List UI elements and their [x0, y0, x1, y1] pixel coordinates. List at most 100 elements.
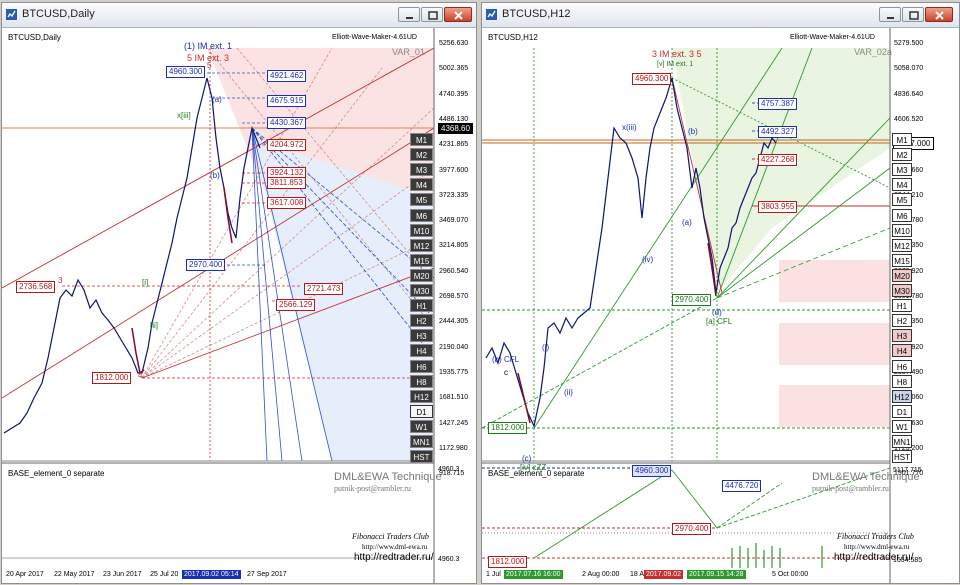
- level-box[interactable]: 3803.955: [758, 201, 798, 213]
- wave-header-red: 5 IM ext. 3: [187, 53, 230, 63]
- sub-axis-tick: 4960.3: [438, 466, 460, 473]
- fib-fan-zone-blue: [252, 138, 434, 461]
- timeframe-button-m15[interactable]: M15: [892, 253, 912, 267]
- timeframe-button-h3[interactable]: H3: [410, 329, 433, 343]
- watermark-club: Fibonacci Traders Club: [352, 532, 429, 541]
- wave-header-blue: (1) IM ext. 1: [184, 41, 233, 51]
- timeframe-button-w1[interactable]: W1: [410, 419, 433, 433]
- level-box[interactable]: 4227.268: [758, 154, 798, 166]
- timeframe-button-h12[interactable]: H12: [410, 389, 433, 403]
- subwindow-label: BASE_element_0 separate: [488, 469, 585, 478]
- subwindow-label: BASE_element_0 separate: [8, 469, 105, 478]
- timeframe-button-m20[interactable]: M20: [410, 268, 433, 282]
- timeframe-button-w1[interactable]: W1: [892, 419, 912, 433]
- timeframe-button-h6[interactable]: H6: [892, 359, 912, 373]
- price-axis-tick: 3977.600: [439, 166, 469, 174]
- level-box[interactable]: 4430.367: [267, 117, 307, 129]
- maximize-button[interactable]: [421, 7, 443, 22]
- close-icon: [935, 11, 944, 20]
- timeframe-button-m15[interactable]: M15: [410, 253, 433, 267]
- level-box[interactable]: 2721.473: [304, 283, 344, 295]
- level-box[interactable]: 1812.000: [92, 372, 132, 384]
- timeframe-button-h1[interactable]: H1: [892, 299, 912, 313]
- timeframe-button-h4[interactable]: H4: [410, 344, 433, 358]
- level-box[interactable]: 1812.000: [488, 422, 528, 434]
- level-box[interactable]: 4675.915: [267, 95, 307, 107]
- timeframe-button-h1[interactable]: H1: [410, 299, 433, 313]
- level-box[interactable]: 4757.387: [758, 98, 798, 110]
- wave-label-3: 3: [58, 276, 63, 285]
- window-titlebar[interactable]: BTCUSD,H12: [482, 3, 959, 28]
- timeframe-button-m10[interactable]: M10: [892, 223, 912, 237]
- maximize-icon: [428, 11, 438, 20]
- timeframe-button-m30[interactable]: M30: [892, 284, 912, 297]
- window-titlebar[interactable]: BTCUSD,Daily: [2, 3, 476, 28]
- timeframe-button-m5[interactable]: M5: [892, 193, 912, 207]
- timeframe-button-m5[interactable]: M5: [410, 193, 433, 207]
- price-axis-tick: 2960.540: [439, 267, 469, 275]
- minimize-button[interactable]: [398, 7, 420, 22]
- timeframe-button-h4[interactable]: H4: [892, 344, 912, 358]
- daily-price-chart[interactable]: [2, 28, 476, 583]
- timeframe-button-m30[interactable]: M30: [410, 284, 433, 297]
- timeframe-button-h8[interactable]: H8: [892, 374, 912, 388]
- timeframe-button-m3[interactable]: M3: [892, 163, 912, 177]
- timeframe-button-m1[interactable]: M1: [892, 133, 912, 146]
- timeframe-button-m4[interactable]: M4: [410, 178, 433, 192]
- maximize-button[interactable]: [902, 7, 924, 22]
- sub-level-box[interactable]: 4960.300: [632, 465, 672, 477]
- timeframe-button-m10[interactable]: M10: [410, 223, 433, 237]
- chart-window-h12[interactable]: BTCUSD,H12: [481, 2, 960, 584]
- sub-axis-tick: 5117.715: [893, 467, 922, 474]
- timeframe-button-d1[interactable]: D1: [892, 404, 912, 418]
- timeframe-button-d1[interactable]: D1: [410, 404, 433, 418]
- timeframe-button-h2[interactable]: H2: [892, 314, 912, 328]
- timeframe-button-m2[interactable]: M2: [892, 148, 912, 162]
- level-box[interactable]: 4960.300: [632, 73, 672, 85]
- timeframe-button-m6[interactable]: M6: [410, 208, 433, 222]
- level-box[interactable]: 4921.462: [267, 70, 307, 82]
- level-box[interactable]: 4960.300: [166, 66, 206, 78]
- close-button[interactable]: [444, 7, 472, 22]
- level-box[interactable]: 2970.400: [186, 259, 226, 271]
- h12-price-chart[interactable]: [482, 28, 959, 583]
- price-axis-tick: 2698.570: [439, 293, 469, 300]
- timeframe-button-m12[interactable]: M12: [410, 238, 433, 252]
- price-axis-tick: 3214.805: [439, 242, 469, 250]
- timeframe-button-hst[interactable]: HST: [410, 450, 433, 464]
- sub-level-box[interactable]: 1812.000: [488, 556, 528, 568]
- timeframe-button-h6[interactable]: H6: [410, 359, 433, 373]
- level-box[interactable]: 2566.129: [276, 299, 316, 311]
- timeframe-button-h3[interactable]: H3: [892, 329, 912, 343]
- level-box[interactable]: 2736.568: [16, 281, 56, 293]
- timeframe-button-m6[interactable]: M6: [892, 208, 912, 222]
- chart-window-daily[interactable]: BTCUSD,Daily: [1, 2, 477, 584]
- price-axis-tick: 918.715: [439, 470, 465, 478]
- date-tick: 2 Aug 00:00: [582, 571, 620, 578]
- timeframe-button-h12[interactable]: H12: [892, 389, 912, 403]
- close-button[interactable]: [925, 7, 953, 22]
- level-box[interactable]: 4204.972: [267, 139, 307, 151]
- price-axis-tick: 1501.770: [894, 470, 924, 478]
- timeframe-button-mn1[interactable]: MN1: [892, 435, 912, 448]
- timeframe-button-h8[interactable]: H8: [410, 374, 433, 388]
- timeframe-button-hst[interactable]: HST: [892, 450, 912, 464]
- timeframe-button-m2[interactable]: M2: [410, 148, 433, 162]
- price-axis-tick: 3469.070: [439, 217, 469, 225]
- timeframe-button-h2[interactable]: H2: [410, 314, 433, 328]
- level-box[interactable]: 3617.008: [267, 197, 307, 209]
- current-price-tag: 4368.60: [438, 123, 473, 134]
- sub-level-box[interactable]: 2970.400: [672, 523, 712, 535]
- timeframe-button-m1[interactable]: M1: [410, 133, 433, 146]
- timeframe-button-m4[interactable]: M4: [892, 178, 912, 192]
- sub-level-box[interactable]: 4476.720: [722, 480, 762, 492]
- timeframe-button-mn1[interactable]: MN1: [410, 435, 433, 448]
- timeframe-button-m12[interactable]: M12: [892, 238, 912, 252]
- level-box[interactable]: 3811.853: [267, 177, 306, 189]
- bear-candles: [131, 327, 145, 375]
- level-box[interactable]: 4492.327: [758, 126, 798, 138]
- level-box[interactable]: 2970.400: [672, 294, 712, 306]
- timeframe-button-m20[interactable]: M20: [892, 268, 912, 282]
- minimize-button[interactable]: [879, 7, 901, 22]
- timeframe-button-m3[interactable]: M3: [410, 163, 433, 177]
